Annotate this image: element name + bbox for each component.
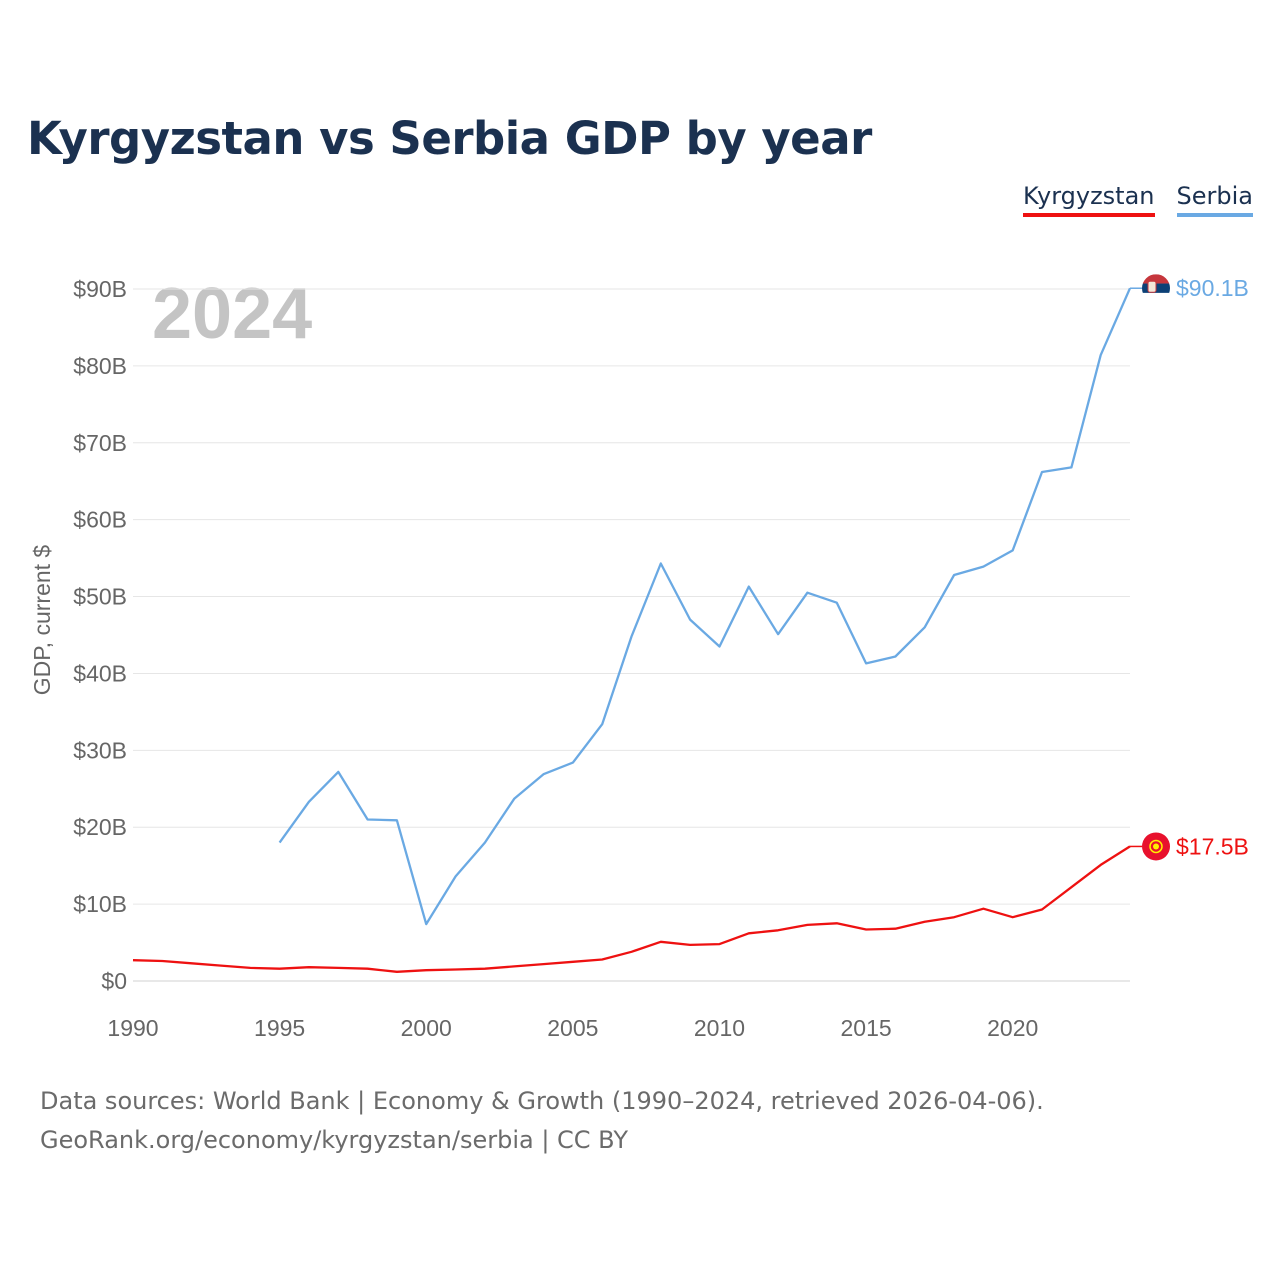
end-value-label-serbia: $90.1B [1176, 275, 1249, 301]
gdp-line-chart: 2024 $0 $10B $20B $30B $40B $50B $60B $70B $80B $9… [29, 274, 1249, 1041]
x-tick-label: 1990 [107, 1015, 158, 1041]
series-line-kyrgyzstan [132, 845, 1131, 973]
y-tick-label: $60B [73, 507, 127, 533]
y-tick-label: $90B [73, 276, 127, 302]
x-tick-label: 2000 [401, 1015, 452, 1041]
x-tick-label: 2015 [841, 1015, 892, 1041]
y-tick-label: $40B [73, 660, 127, 686]
y-tick-label: $0 [101, 968, 127, 994]
footer: Data sources: World Bank | Economy & Gro… [40, 1082, 1044, 1160]
series-line-serbia [278, 287, 1132, 926]
kyrgyzstan-flag-icon [1142, 832, 1170, 861]
legend-item-kyrgyzstan[interactable]: Kyrgyzstan [1023, 182, 1155, 217]
x-tick-label: 2010 [694, 1015, 745, 1041]
attribution-link[interactable]: GeoRank.org/economy/kyrgyzstan/serbia | … [40, 1126, 628, 1154]
x-tick-label: 2005 [547, 1015, 598, 1041]
y-tick-label: $20B [73, 814, 127, 840]
end-value-label-kyrgyzstan: $17.5B [1176, 833, 1249, 859]
y-axis-label: GDP, current $ [29, 545, 55, 696]
x-tick-label: 2020 [987, 1015, 1038, 1041]
y-tick-label: $50B [73, 584, 127, 610]
legend-item-serbia[interactable]: Serbia [1176, 182, 1253, 217]
y-tick-label: $30B [73, 737, 127, 763]
y-tick-label: $70B [73, 430, 127, 456]
serbia-flag-icon [1142, 274, 1170, 303]
y-tick-label: $10B [73, 891, 127, 917]
page-title: Kyrgyzstan vs Serbia GDP by year [27, 112, 872, 165]
legend: Kyrgyzstan Serbia [1023, 182, 1253, 217]
y-tick-label: $80B [73, 353, 127, 379]
year-watermark: 2024 [152, 274, 312, 354]
data-sources-text: Data sources: World Bank | Economy & Gro… [40, 1087, 1044, 1115]
x-tick-label: 1995 [254, 1015, 305, 1041]
